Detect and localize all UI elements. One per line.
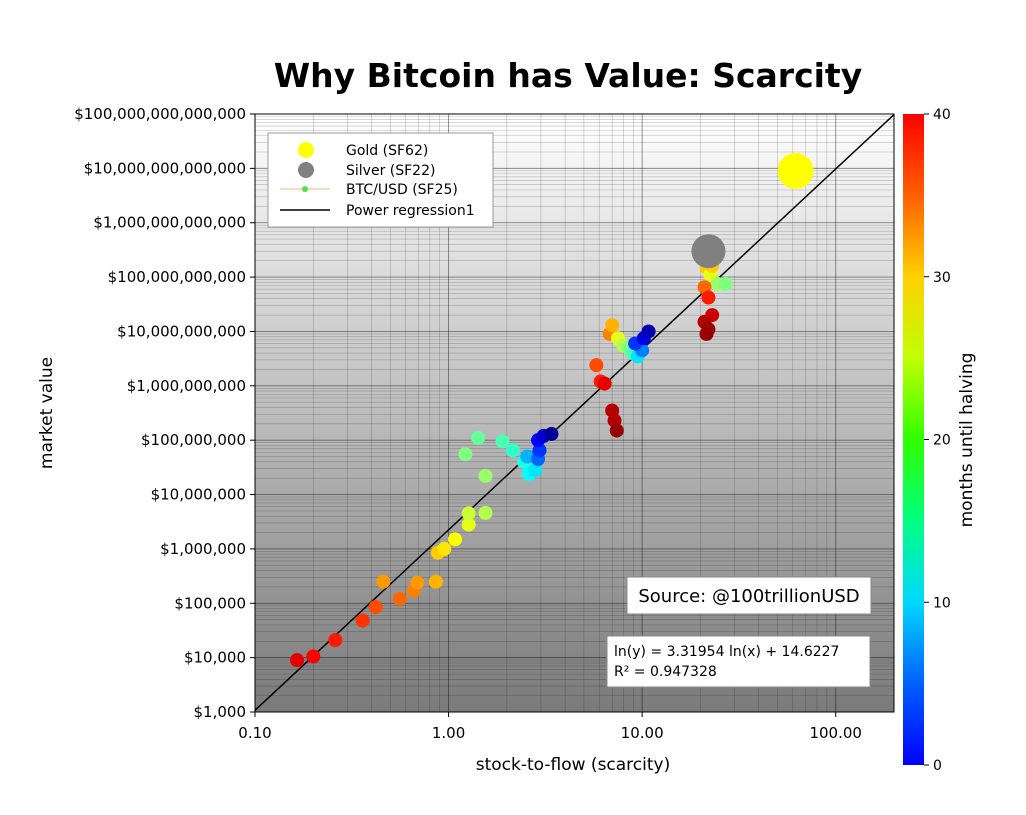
- gold-point: [777, 152, 814, 189]
- x-tick-label: 10.00: [621, 724, 664, 742]
- x-tick-label: 100.00: [809, 724, 862, 742]
- legend-gold-label: Gold (SF62): [346, 143, 428, 159]
- btc-data-point: [471, 430, 486, 445]
- y-tick-label: $1,000: [194, 703, 247, 721]
- btc-data-point: [461, 506, 476, 521]
- y-tick-label: $10,000: [184, 649, 246, 667]
- source-box: [626, 576, 872, 615]
- y-tick-label: $100,000,000,000,000: [74, 105, 246, 123]
- y-tick-label: $1,000,000,000: [127, 377, 246, 395]
- legend-silver-marker: [298, 162, 314, 178]
- btc-data-point: [520, 449, 535, 464]
- btc-data-point: [328, 633, 343, 648]
- btc-data-point: [376, 574, 391, 589]
- btc-data-point: [461, 517, 476, 532]
- btc-data-point: [290, 653, 305, 668]
- colorbar: 0 10 20 30 40 months until halving: [903, 107, 977, 774]
- legend: Gold (SF62) Silver (SF22) BTC/USD (SF25)…: [267, 132, 494, 228]
- chart-title: Why Bitcoin has Value: Scarcity: [274, 56, 862, 95]
- btc-data-point: [701, 290, 716, 305]
- y-tick-label: $10,000,000,000: [117, 322, 246, 340]
- y-tick-label: $1,000,000,000,000: [93, 214, 246, 232]
- btc-data-point: [597, 376, 612, 391]
- data-points: [290, 152, 814, 668]
- btc-data-point: [699, 326, 714, 341]
- y-tick-label: $100,000,000: [141, 431, 246, 449]
- regression-line: [255, 114, 894, 711]
- btc-data-point: [505, 443, 520, 458]
- plot-border: [254, 113, 895, 713]
- legend-box: [267, 132, 494, 228]
- source-annotation: Source: @100trillionUSD: [626, 576, 872, 615]
- colorbar-tick-label: 40: [933, 107, 951, 123]
- colorbar-tick-label: 30: [933, 270, 951, 286]
- btc-data-point: [448, 532, 463, 547]
- btc-data-point: [368, 600, 383, 615]
- y-axis-ticks: $1,000 $10,000 $100,000 $1,000,000 $10,000,0…: [74, 105, 255, 721]
- btc-data-point: [478, 505, 493, 520]
- x-tick-label: 0.10: [238, 724, 271, 742]
- y-tick-label: $1,000,000: [160, 540, 246, 558]
- colorbar-tick-label: 20: [933, 433, 951, 449]
- legend-btc-marker: [302, 186, 308, 192]
- btc-data-point: [609, 423, 624, 438]
- y-tick-label: $100,000: [174, 594, 246, 612]
- x-tick-label: 1.00: [432, 724, 465, 742]
- colorbar-ticks: 0 10 20 30 40: [924, 107, 951, 774]
- legend-regression-label: Power regression1: [346, 203, 475, 219]
- colorbar-label: months until halving: [957, 353, 977, 528]
- legend-gold-marker: [298, 142, 314, 158]
- y-tick-label: $100,000,000,000: [108, 268, 246, 286]
- btc-data-point: [428, 574, 443, 589]
- btc-data-point: [410, 575, 425, 590]
- btc-data-point: [528, 463, 543, 478]
- btc-data-point: [544, 426, 559, 441]
- colorbar-tick-label: 10: [933, 595, 951, 611]
- equation-annotation: ln(y) = 3.31954 ln(x) + 14.6227 R² = 0.9…: [606, 635, 871, 688]
- y-tick-label: $10,000,000,000,000: [84, 159, 246, 177]
- equation-box: [606, 635, 871, 688]
- legend-btc-label: BTC/USD (SF25): [346, 182, 458, 198]
- equation-line-1: ln(y) = 3.31954 ln(x) + 14.6227: [614, 644, 839, 660]
- btc-data-point: [589, 358, 604, 373]
- colorbar-gradient: [903, 114, 924, 765]
- source-label: Source: @100trillionUSD: [638, 586, 859, 607]
- y-axis-label: market value: [37, 357, 57, 469]
- btc-data-point: [355, 613, 370, 628]
- btc-data-point: [495, 434, 510, 449]
- silver-point: [691, 234, 726, 269]
- btc-data-point: [605, 318, 620, 333]
- btc-data-point: [718, 276, 733, 291]
- btc-data-point: [392, 591, 407, 606]
- x-axis-ticks: 0.10 1.00 10.00 100.00: [238, 712, 862, 742]
- btc-data-point: [306, 649, 321, 664]
- btc-data-point: [478, 468, 493, 483]
- x-axis-label: stock-to-flow (scarcity): [476, 755, 670, 775]
- btc-data-point: [458, 447, 473, 462]
- btc-data-point: [437, 541, 452, 556]
- legend-silver-label: Silver (SF22): [346, 163, 435, 179]
- regression-line-group: [255, 114, 894, 711]
- y-tick-label: $10,000,000: [151, 486, 246, 504]
- colorbar-tick-label: 0: [933, 758, 942, 774]
- equation-line-2: R² = 0.947328: [614, 664, 717, 680]
- btc-data-point: [641, 324, 656, 339]
